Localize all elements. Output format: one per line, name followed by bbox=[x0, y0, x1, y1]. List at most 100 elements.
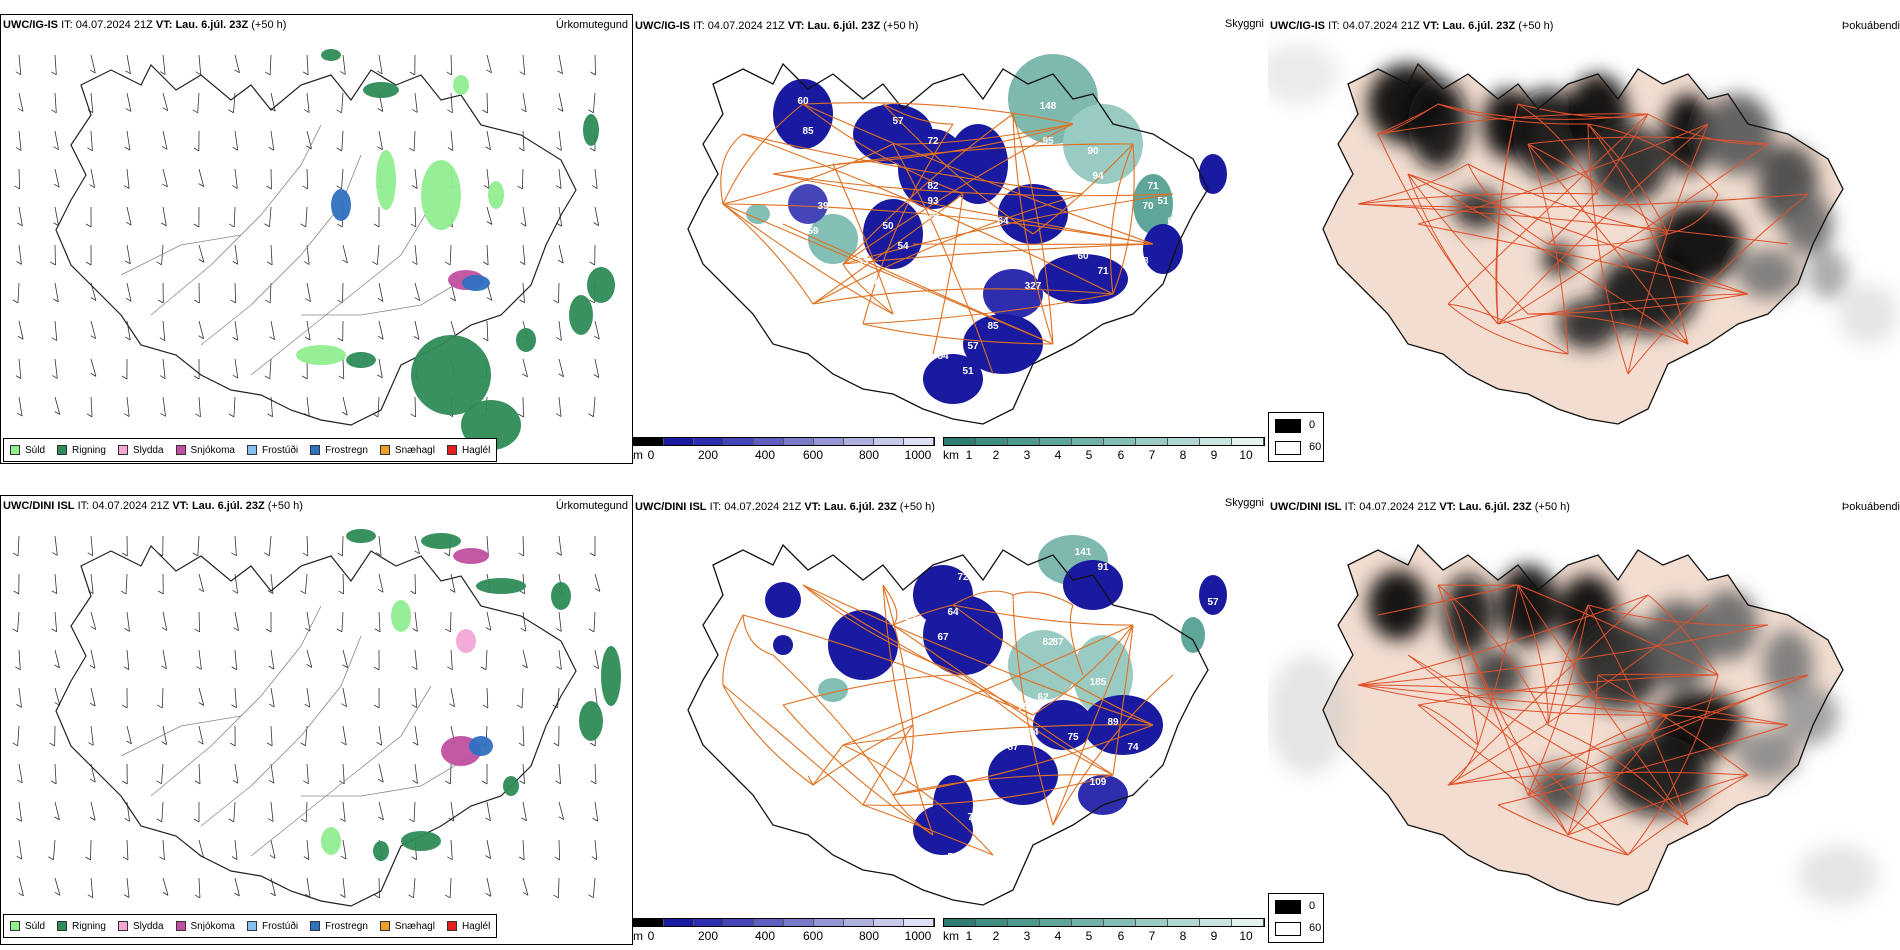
wind-barb-tick bbox=[85, 856, 91, 861]
wind-barb-tick bbox=[302, 185, 308, 190]
wind-barb bbox=[126, 611, 130, 632]
wind-barb-tick bbox=[378, 778, 384, 783]
legend-swatch bbox=[379, 921, 390, 931]
wind-barb bbox=[486, 244, 489, 265]
wind-barb bbox=[377, 396, 380, 417]
depth-label: 61 bbox=[982, 812, 994, 823]
road-line bbox=[742, 133, 1114, 295]
visibility-colorbar: km 1 2 3 4 5 6 7 8 9 10 bbox=[943, 437, 1265, 464]
wind-barb bbox=[18, 649, 21, 670]
wind-barb-tick bbox=[376, 741, 382, 746]
wind-barb-tick bbox=[228, 818, 234, 823]
wind-barb-tick bbox=[557, 108, 564, 112]
panel-header: UWC/DINI ISL IT: 04.07.2024 21Z VT: Lau.… bbox=[635, 501, 935, 513]
visibility-area bbox=[923, 354, 983, 404]
depth-label: 51 bbox=[1157, 196, 1169, 207]
wind-barb-tick bbox=[234, 69, 240, 74]
depth-label: 54 bbox=[897, 241, 909, 252]
wind-barb-tick bbox=[15, 147, 22, 151]
road-line bbox=[1496, 103, 1519, 325]
wind-barb bbox=[522, 206, 527, 227]
road-line bbox=[892, 123, 1074, 145]
wind-barb bbox=[486, 168, 490, 189]
wind-barb-tick bbox=[373, 223, 380, 228]
wind-barb bbox=[270, 763, 275, 784]
road-line bbox=[802, 103, 1154, 245]
wind-barb bbox=[198, 396, 201, 417]
wind-barb-tick bbox=[229, 742, 236, 747]
wind-barb bbox=[126, 92, 132, 112]
panel-title: Úrkomutegund bbox=[555, 19, 628, 31]
road-line bbox=[802, 103, 964, 195]
precip-area bbox=[421, 533, 461, 549]
road-line bbox=[1109, 143, 1134, 295]
wind-barb-tick bbox=[410, 413, 416, 418]
wind-barb-tick bbox=[300, 223, 306, 228]
wind-barb bbox=[306, 244, 310, 265]
vis-tick: 2 bbox=[992, 929, 1000, 943]
fog-legend: 0 60 bbox=[1268, 412, 1324, 462]
wind-barb-tick bbox=[161, 222, 167, 227]
road-line bbox=[1417, 123, 1709, 225]
depth-label: 57 bbox=[892, 116, 904, 127]
road-line bbox=[1597, 673, 1719, 676]
wind-barb-tick bbox=[125, 260, 131, 265]
wind-barb-tick bbox=[556, 628, 562, 632]
legend-item: Snjókoma bbox=[175, 921, 235, 932]
precip-legend: Súld Rigning Slydda Snjókoma Frostúði Fr… bbox=[3, 914, 498, 938]
road-line bbox=[1467, 163, 1549, 245]
road-line bbox=[1447, 113, 1649, 305]
wind-barb-tick bbox=[588, 109, 594, 114]
fog-area bbox=[1513, 89, 1583, 179]
vis-tick: 10 bbox=[1239, 448, 1253, 462]
legend-item: Súld bbox=[10, 445, 45, 456]
wind-barb-tick bbox=[449, 703, 455, 708]
wind-barb-tick bbox=[17, 779, 23, 784]
precip-area bbox=[321, 49, 341, 61]
road-line bbox=[1357, 624, 1769, 686]
wind-barb-tick bbox=[85, 223, 92, 228]
fog-legend-swatch bbox=[1275, 441, 1301, 455]
legend-item: Snæhagl bbox=[379, 921, 435, 932]
wind-barb bbox=[90, 535, 94, 556]
wind-barb-tick bbox=[267, 590, 274, 594]
road-line bbox=[802, 102, 1074, 125]
road-line bbox=[1357, 192, 1599, 205]
wind-barb-tick bbox=[485, 817, 491, 822]
visibility-unit: km bbox=[943, 448, 959, 462]
wind-barb bbox=[594, 168, 598, 189]
wind-barb bbox=[233, 92, 236, 113]
wind-barb-tick bbox=[16, 818, 22, 822]
wind-barb-tick bbox=[266, 742, 273, 747]
precip-area bbox=[579, 701, 603, 741]
wind-barb bbox=[54, 611, 58, 632]
road-line bbox=[1012, 594, 1054, 826]
river-line bbox=[120, 715, 242, 757]
wind-barb bbox=[306, 54, 309, 75]
wind-barb bbox=[18, 801, 22, 822]
wind-barb bbox=[342, 649, 349, 668]
precip-areas bbox=[321, 529, 621, 861]
legend-item: Haglél bbox=[446, 445, 490, 456]
depth-unit: m bbox=[633, 448, 643, 462]
wind-barb-tick bbox=[90, 702, 96, 707]
wind-barb bbox=[17, 535, 20, 556]
depth-label: 81 bbox=[972, 857, 984, 868]
wind-barb-tick bbox=[376, 70, 383, 75]
wind-barb bbox=[306, 320, 311, 341]
wind-barb bbox=[486, 611, 492, 631]
fog-area bbox=[1808, 249, 1848, 299]
depth-label: 82 bbox=[1042, 637, 1054, 648]
depth-label: 59 bbox=[807, 226, 819, 237]
wind-barb bbox=[126, 168, 130, 189]
wind-barb bbox=[18, 877, 24, 897]
road-line bbox=[1357, 193, 1809, 208]
road-line bbox=[882, 584, 914, 726]
wind-barb-tick bbox=[232, 374, 239, 379]
road-line bbox=[782, 704, 934, 836]
wind-barb-tick bbox=[52, 552, 58, 556]
wind-barb-tick bbox=[408, 894, 414, 899]
wind-barb-tick bbox=[414, 550, 420, 555]
wind-barb bbox=[270, 92, 276, 112]
wind-barb bbox=[18, 358, 22, 379]
